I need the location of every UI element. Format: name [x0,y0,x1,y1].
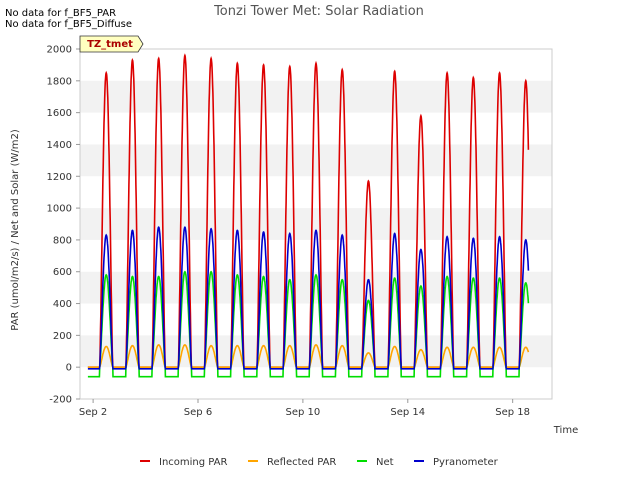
grid-band [80,80,552,113]
grid-band [80,144,552,177]
grid-band [80,208,552,240]
no-data-note-par: No data for f_BF5_PAR [5,8,117,19]
legend: Incoming PAR Reflected PAR Net Pyranometer [140,457,499,468]
chart-title: Tonzi Tower Met: Solar Radiation [213,4,424,19]
x-tick-label: Sep 10 [286,407,321,418]
badge-shape [79,35,144,53]
y-tick-label: -200 [49,395,72,406]
x-axis-ticks: Sep 2 Sep 6 Sep 10 Sep 14 Sep 18 [79,399,530,418]
legend-label: Pyranometer [433,457,499,468]
y-tick-label: 1600 [47,108,72,119]
y-tick-label: 1000 [47,204,72,215]
y-tick-label: 1800 [47,76,72,87]
y-tick-label: 600 [53,267,72,278]
y-tick-label: 2000 [47,45,72,56]
legend-label: Incoming PAR [159,457,228,468]
x-axis-label: Time [553,425,578,436]
y-axis-ticks: -200 0 200 400 600 800 1000 1200 1400 1600 1800 200… [47,45,80,406]
series-line-reflected-par [87,344,530,369]
y-tick-label: 200 [53,331,72,342]
x-tick-label: Sep 14 [390,407,425,418]
series-lines [87,53,530,378]
y-tick-label: 800 [53,235,72,246]
x-tick-label: Sep 6 [184,407,212,418]
y-axis-label: PAR (umol/m2/s) / Net and Solar (W/m2) [10,129,21,331]
grid-bands [80,80,552,368]
series-line-net [87,270,530,378]
x-tick-label: Sep 2 [79,407,107,418]
badge-label: TZ_tmet [87,39,133,50]
y-tick-label: 400 [53,299,72,310]
legend-label: Reflected PAR [267,457,336,468]
y-tick-label: 1200 [47,172,72,183]
y-tick-label: 0 [66,363,72,374]
plot-frame [79,48,553,400]
grid-band [80,335,552,368]
series-line-pyranometer [87,226,530,370]
legend-label: Net [376,457,394,468]
y-tick-label: 1400 [47,140,72,151]
tz-tmet-badge: TZ_tmet [79,35,144,53]
x-tick-label: Sep 18 [495,407,530,418]
no-data-note-diffuse: No data for f_BF5_Diffuse [5,19,132,30]
